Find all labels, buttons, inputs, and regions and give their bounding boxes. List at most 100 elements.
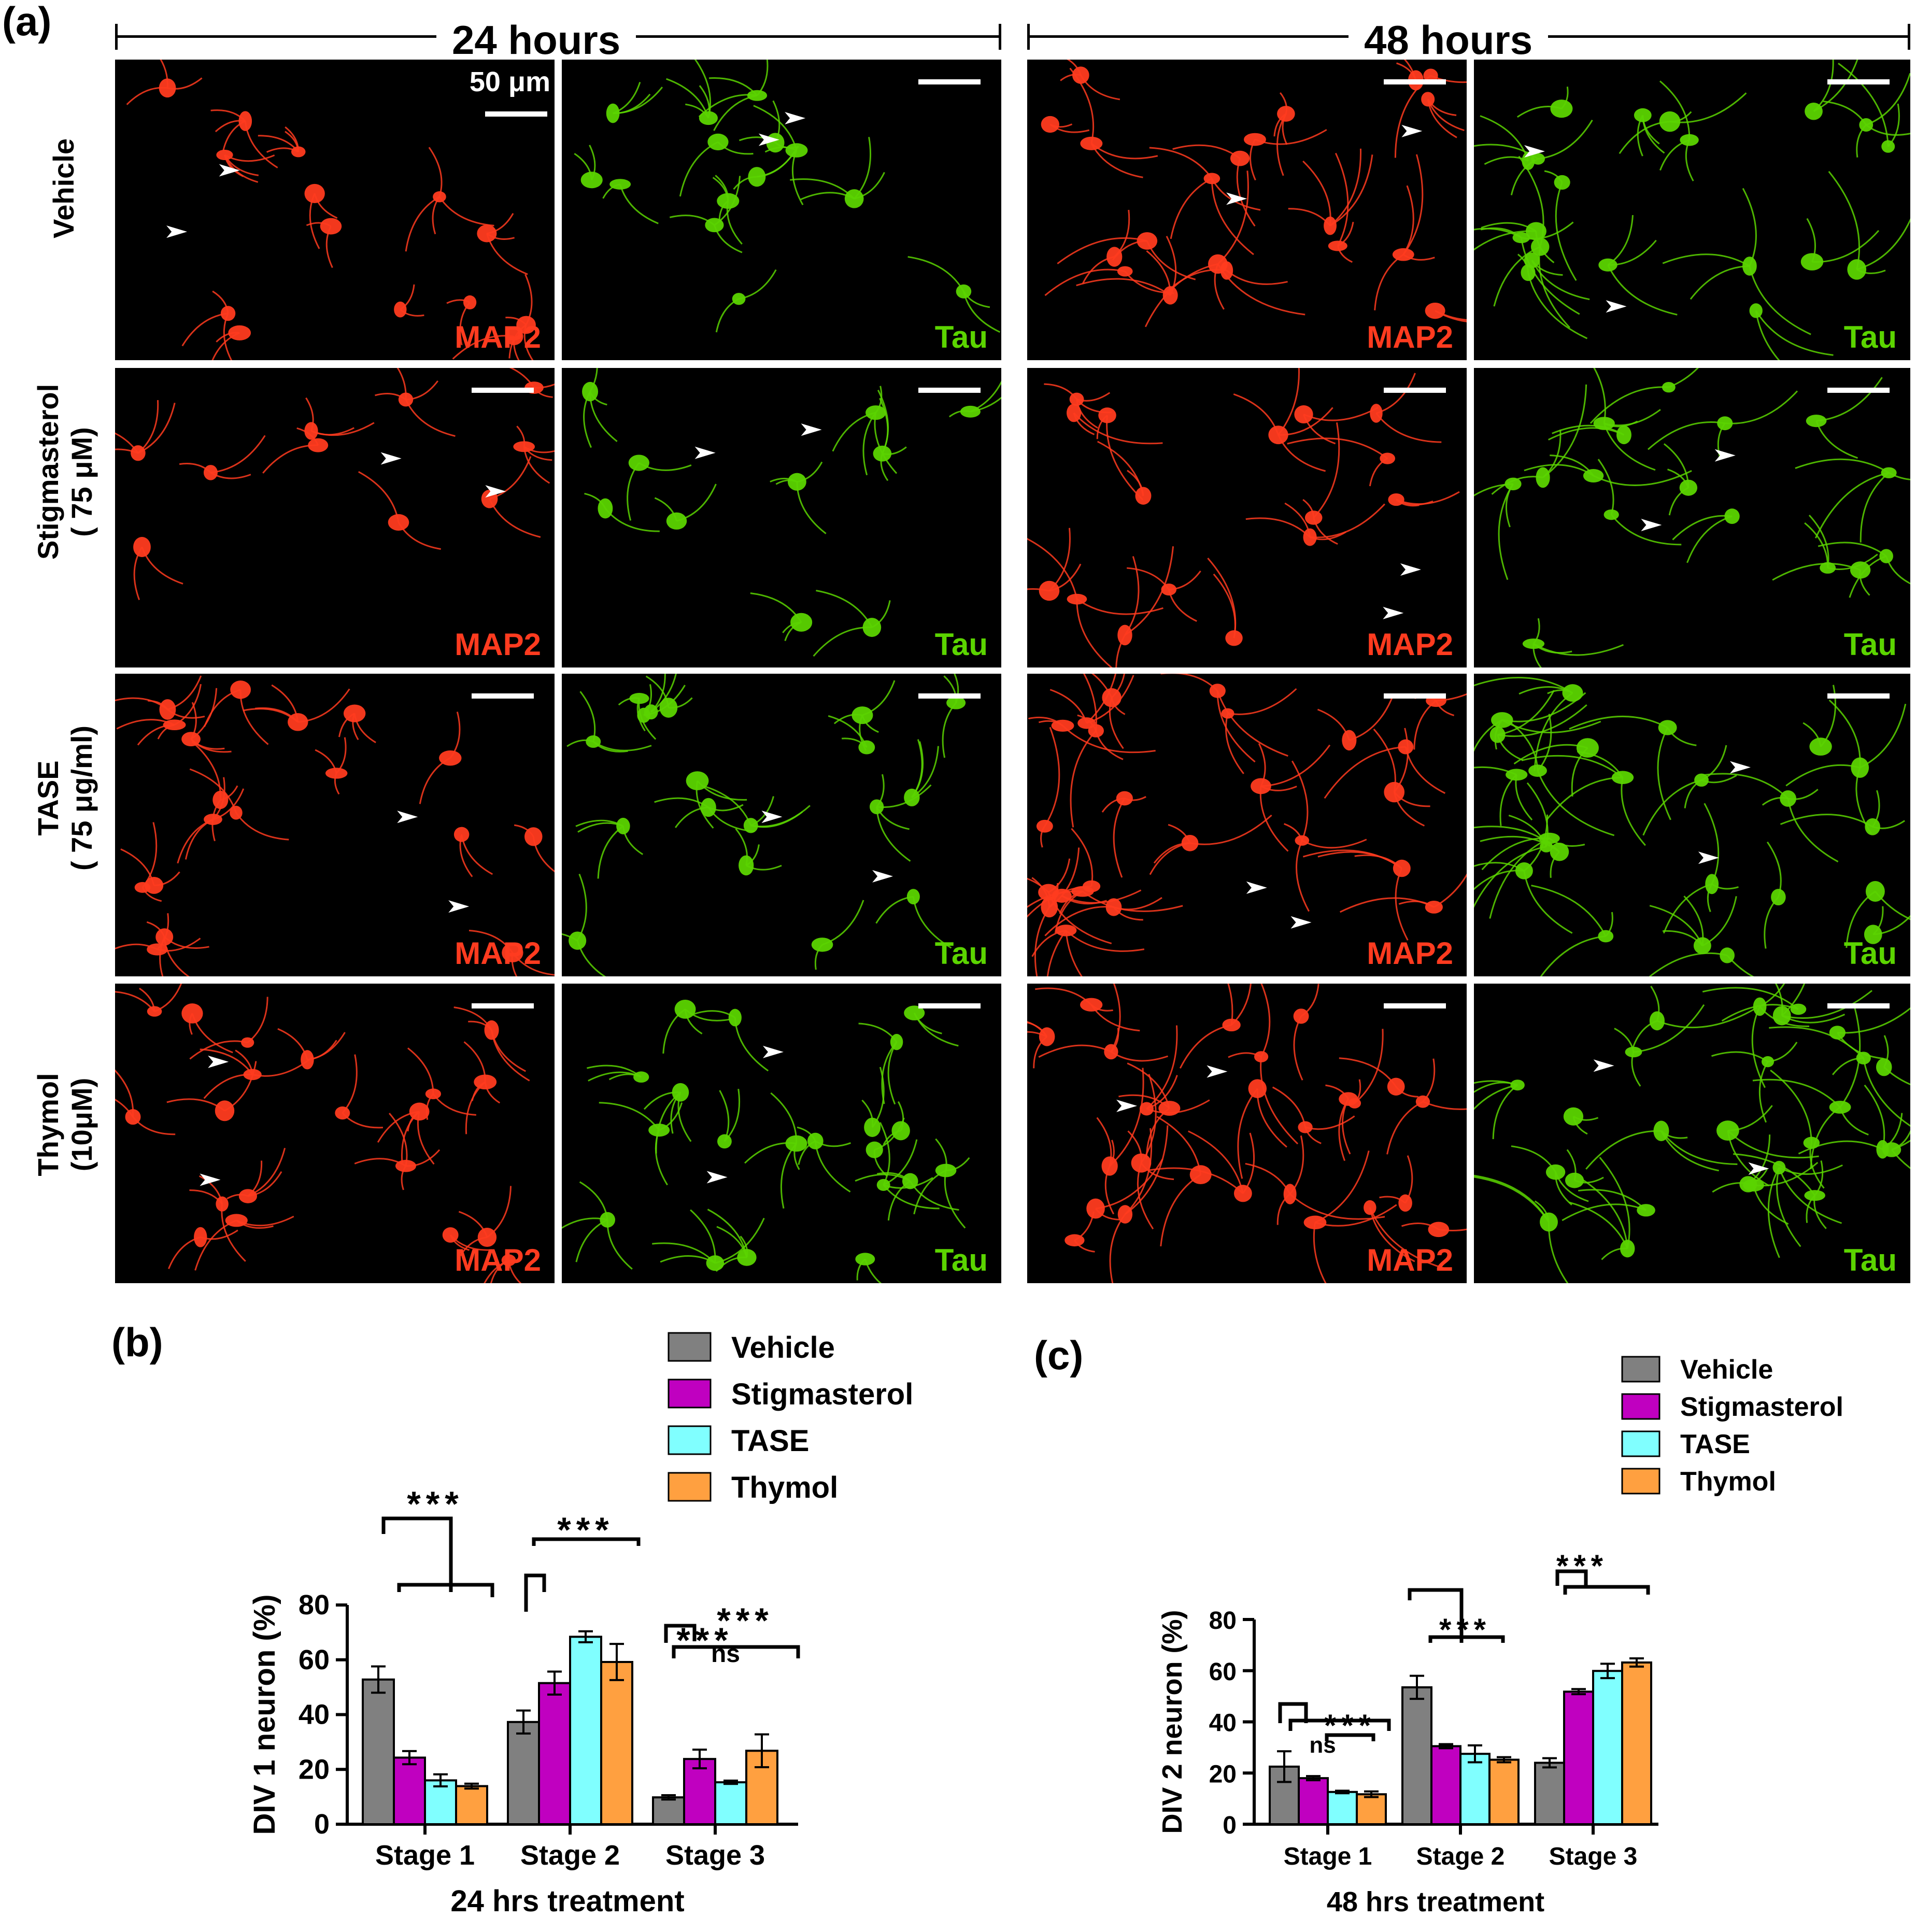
soma	[1342, 730, 1357, 751]
soma	[790, 613, 813, 632]
neurite	[1866, 73, 1910, 126]
soma	[586, 735, 601, 748]
soma	[1753, 997, 1767, 1016]
soma	[1161, 584, 1177, 596]
soma	[320, 218, 342, 235]
neurite	[1474, 230, 1536, 251]
neurite	[1071, 828, 1094, 887]
neurite	[1049, 689, 1088, 723]
neurite	[1752, 1078, 1841, 1108]
arrowhead-marker	[1698, 851, 1719, 864]
neurite	[1227, 984, 1233, 1026]
neurite	[1156, 1116, 1202, 1175]
neurite	[1538, 119, 1593, 160]
soma	[398, 392, 414, 407]
soma	[1717, 416, 1733, 431]
neurite	[1531, 885, 1607, 937]
significance-label: ***	[676, 1621, 733, 1660]
stain-label-map2: MAP2	[455, 1243, 541, 1277]
soma	[699, 111, 718, 125]
soma	[705, 218, 724, 233]
neurite	[1065, 930, 1145, 952]
soma	[216, 149, 233, 161]
neurite	[405, 196, 440, 252]
neurite	[1242, 1132, 1255, 1194]
soma	[1550, 842, 1569, 861]
bar-stigmasterol-stage-1	[1298, 1777, 1329, 1825]
stain-label-map2: MAP2	[1367, 320, 1453, 354]
arrowhead-marker	[1593, 1059, 1614, 1072]
y-tick-label: 60	[299, 1644, 330, 1675]
soma	[1829, 1026, 1846, 1040]
soma	[706, 1255, 725, 1271]
soma	[1036, 819, 1053, 833]
soma	[395, 1160, 417, 1172]
soma	[133, 536, 151, 558]
x-tick-label: Stage 1	[375, 1840, 475, 1871]
neurite	[1245, 517, 1311, 538]
legend-label: Vehicle	[1680, 1355, 1773, 1385]
micrograph-vehicle-24h-map2: 50 μm MAP2	[115, 60, 555, 360]
soma	[1393, 859, 1411, 877]
neurite	[1369, 1207, 1415, 1262]
legend-swatch	[668, 1472, 712, 1502]
y-tick-label: 40	[299, 1699, 330, 1730]
neurite	[1856, 218, 1910, 271]
neurite	[1227, 688, 1297, 715]
row-label-tase: TASE ( 75 μg/ml)	[32, 725, 98, 871]
neurite	[1823, 101, 1867, 125]
bar-stigmasterol-stage-2	[1430, 1745, 1461, 1825]
significance-label: ns	[1309, 1732, 1336, 1758]
bar-tase-stage-1	[1327, 1791, 1358, 1825]
bar-vehicle-stage-3	[1534, 1761, 1565, 1825]
soma	[502, 943, 523, 963]
panel-a-label: (a)	[2, 0, 52, 44]
soma	[728, 1008, 742, 1027]
soma	[956, 284, 972, 299]
neurite	[1278, 368, 1300, 436]
neurite	[694, 60, 712, 119]
soma	[524, 827, 543, 846]
neurite	[1217, 263, 1305, 316]
neurite	[1649, 905, 1704, 946]
legend-swatch	[668, 1332, 712, 1362]
soma	[1598, 258, 1617, 272]
neurite	[1772, 563, 1861, 581]
soma	[228, 325, 251, 340]
neurite	[1436, 693, 1467, 702]
soma	[335, 1106, 350, 1120]
significance-bracket	[1325, 1733, 1375, 1741]
neurite	[1891, 1149, 1910, 1169]
soma	[807, 1132, 824, 1149]
soma	[1800, 253, 1824, 271]
soma	[1117, 624, 1132, 646]
neurite	[1711, 1051, 1768, 1062]
neurite	[750, 811, 803, 828]
neurite	[1489, 837, 1550, 919]
chart-div2: 0 20 40 60 80 DIV 2 neuron (%) Stage 1 Stage 2 S…	[1157, 1355, 1843, 1917]
soma	[1039, 1027, 1055, 1046]
soma	[569, 931, 587, 950]
bar-stigmasterol-stage-3	[1563, 1690, 1594, 1825]
micrograph-vehicle-24h-tau: Tau	[562, 60, 1001, 360]
soma	[147, 1006, 162, 1017]
soma	[131, 445, 146, 461]
neurite	[592, 741, 652, 751]
soma	[891, 1121, 910, 1141]
soma	[1098, 407, 1116, 423]
soma	[1882, 1142, 1901, 1157]
timepoint-24h-label: 24 hours	[436, 17, 636, 64]
y-tick-label: 60	[1209, 1658, 1237, 1686]
soma	[1069, 392, 1084, 406]
soma	[785, 143, 808, 158]
neurite	[1816, 377, 1883, 422]
stain-label-tau: Tau	[934, 1243, 988, 1277]
soma	[394, 301, 407, 318]
arrowhead-marker	[1748, 1162, 1769, 1175]
soma	[220, 306, 236, 321]
neurite	[1144, 263, 1218, 328]
arrowhead-marker	[694, 446, 716, 459]
soma	[1080, 998, 1103, 1012]
soma	[890, 1033, 903, 1050]
neurite	[1065, 930, 1083, 976]
